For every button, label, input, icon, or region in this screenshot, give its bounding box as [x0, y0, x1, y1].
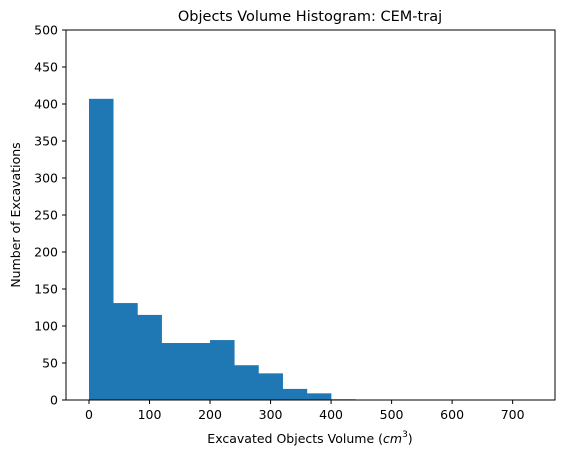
y-tick-label: 450: [34, 60, 58, 75]
x-axis-label: Excavated Objects Volume (cm3): [207, 430, 412, 446]
histogram-bar: [88, 98, 114, 400]
bars-group: [88, 98, 356, 400]
y-tick-label: 0: [50, 393, 58, 408]
y-tick-label: 150: [34, 282, 58, 297]
x-tick-label: 500: [380, 407, 404, 422]
histogram-bar: [306, 393, 332, 400]
histogram-bar: [234, 365, 259, 400]
y-tick-label: 500: [34, 23, 58, 38]
y-tick-label: 100: [34, 319, 58, 334]
x-tick-label: 300: [259, 407, 283, 422]
x-tick-label: 0: [85, 407, 93, 422]
y-axis-ticks: 0 50 100 150 200 250 300 350 400 450 500: [34, 23, 66, 408]
x-tick-label: 400: [319, 407, 343, 422]
x-tick-label: 100: [138, 407, 162, 422]
y-tick-label: 250: [34, 208, 58, 223]
histogram-bar: [210, 340, 235, 400]
histogram-bar: [161, 343, 187, 400]
histogram-bar: [113, 303, 138, 400]
histogram-bar: [258, 373, 283, 400]
y-tick-label: 50: [42, 356, 58, 371]
x-tick-label: 600: [440, 407, 464, 422]
y-axis-label: Number of Excavations: [8, 142, 23, 287]
x-tick-label: 200: [198, 407, 222, 422]
y-tick-label: 300: [34, 171, 58, 186]
x-axis-label-unit: cm: [383, 431, 402, 446]
x-tick-label: 700: [501, 407, 525, 422]
x-axis-ticks: 0 100 200 300 400 500 600 700: [85, 400, 525, 422]
histogram-bar: [185, 343, 211, 400]
x-axis-label-main: Excavated Objects Volume (: [207, 431, 383, 446]
x-axis-label-exponent: 3: [402, 430, 408, 440]
y-tick-label: 200: [34, 245, 58, 260]
histogram-bar: [137, 314, 162, 400]
x-axis-label-close: ): [408, 431, 413, 446]
chart-title: Objects Volume Histogram: CEM-traj: [178, 9, 442, 25]
y-tick-label: 400: [34, 97, 58, 112]
y-tick-label: 350: [34, 134, 58, 149]
histogram-bar: [282, 388, 308, 400]
